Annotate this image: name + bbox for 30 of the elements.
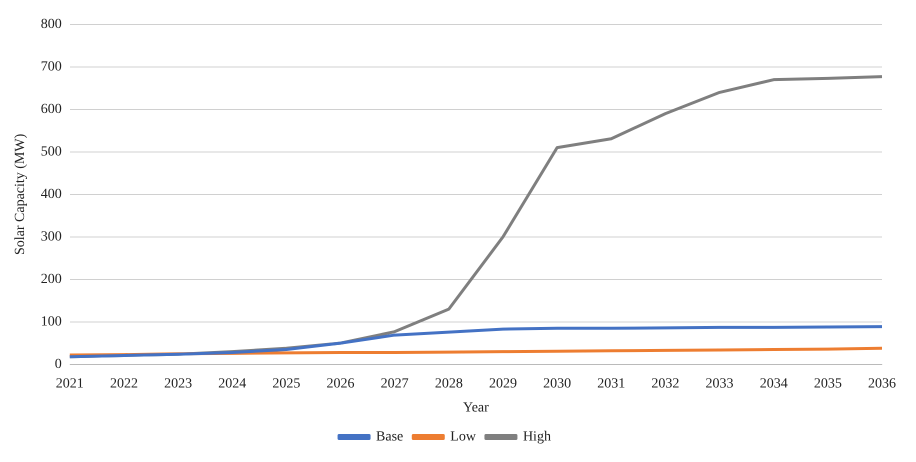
x-axis-title: Year bbox=[462, 400, 490, 416]
legend-label: Base bbox=[376, 430, 404, 445]
x-tick-label: 2024 bbox=[218, 376, 246, 392]
x-tick-label: 2027 bbox=[380, 376, 409, 392]
x-tick-label: 2036 bbox=[868, 376, 896, 392]
x-tick-label: 2022 bbox=[110, 376, 138, 392]
y-tick-label: 700 bbox=[40, 60, 62, 75]
y-tick-label: 200 bbox=[40, 272, 62, 288]
y-tick-label: 500 bbox=[40, 144, 62, 160]
x-tick-label: 2030 bbox=[543, 376, 572, 392]
y-tick-label: 400 bbox=[40, 187, 62, 202]
x-tick-label: 2023 bbox=[164, 376, 192, 392]
y-tick-label: 300 bbox=[40, 230, 62, 245]
y-tick-label: 800 bbox=[40, 17, 62, 32]
y-tick-label: 0 bbox=[54, 357, 62, 372]
x-tick-label: 2025 bbox=[272, 376, 300, 392]
x-tick-label: 2032 bbox=[651, 376, 680, 392]
x-tick-label: 2029 bbox=[488, 376, 517, 392]
x-tick-label: 2026 bbox=[326, 376, 355, 392]
x-tick-label: 2028 bbox=[434, 376, 463, 392]
legend-label: Low bbox=[450, 430, 477, 445]
x-tick-label: 2035 bbox=[814, 376, 842, 392]
x-tick-label: 2021 bbox=[56, 376, 84, 392]
x-tick-label: 2033 bbox=[706, 376, 734, 392]
y-tick-label: 600 bbox=[40, 102, 62, 118]
x-tick-label: 2034 bbox=[760, 376, 788, 392]
legend-label: High bbox=[522, 430, 551, 445]
y-axis-title: Solar Capacity (MW) bbox=[13, 133, 28, 256]
y-tick-label: 100 bbox=[40, 314, 62, 330]
x-tick-label: 2031 bbox=[597, 376, 626, 392]
